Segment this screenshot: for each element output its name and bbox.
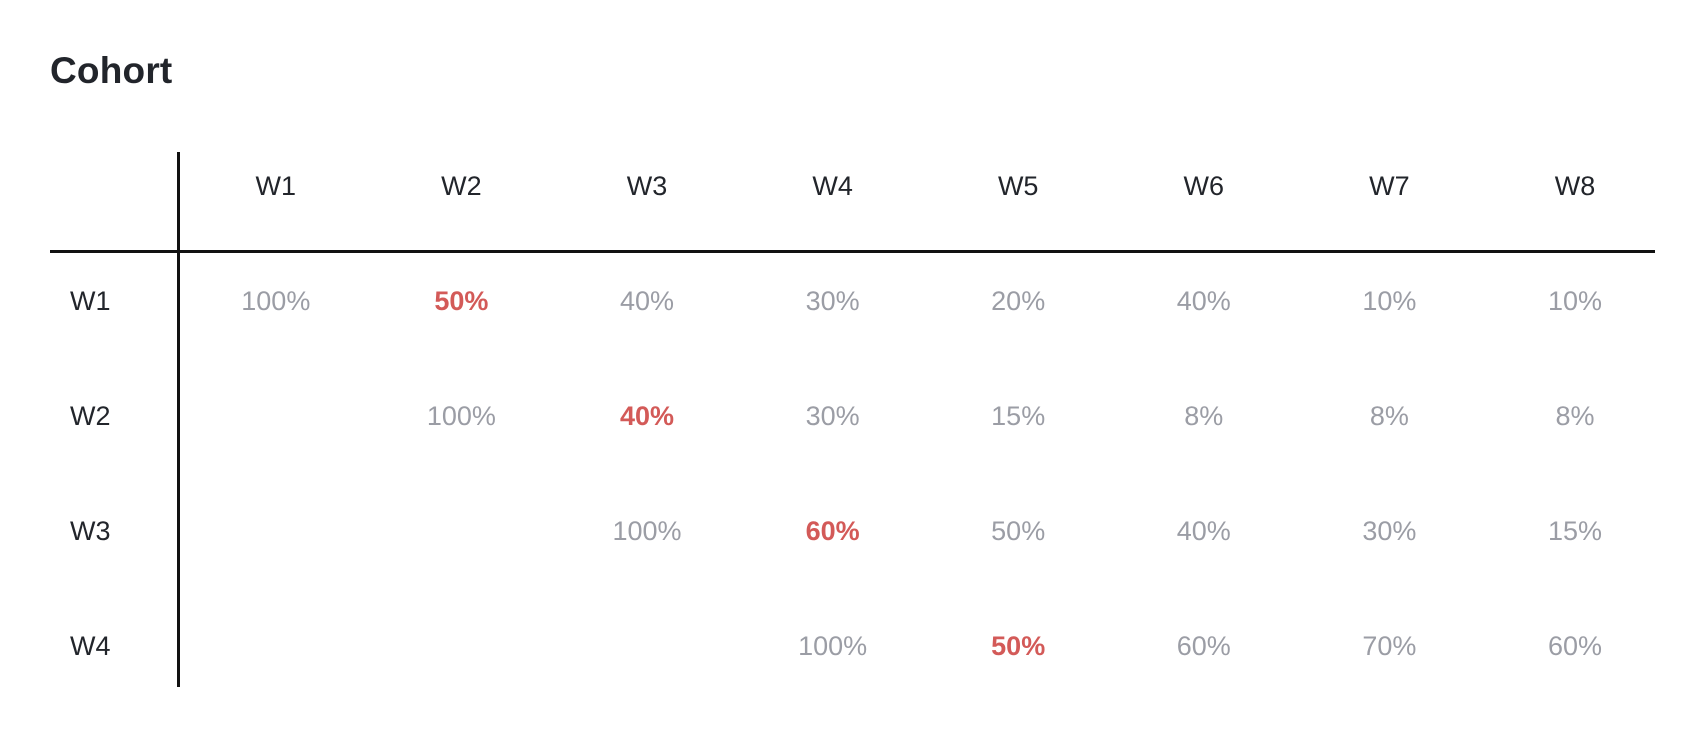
- cohort-cell: 70%: [1362, 631, 1417, 661]
- cohort-cell: 8%: [1555, 401, 1595, 431]
- cohort-cell: 100%: [241, 286, 311, 316]
- column-header: W1: [255, 171, 297, 201]
- cohort-cell: 60%: [805, 516, 860, 546]
- column-header: W3: [626, 171, 668, 201]
- column-header-divider: [50, 250, 1655, 253]
- column-header: W7: [1369, 171, 1410, 201]
- cohort-cell: 60%: [1176, 631, 1231, 661]
- cohort-cell: 30%: [805, 401, 860, 431]
- column-header: W5: [997, 171, 1039, 201]
- cohort-cell: 10%: [1362, 286, 1417, 316]
- cohort-cell: 40%: [1176, 286, 1231, 316]
- column-header: W8: [1554, 171, 1596, 201]
- column-header: W4: [812, 171, 853, 201]
- cohort-cell: 100%: [612, 516, 682, 546]
- page-title: Cohort: [50, 50, 173, 91]
- cohort-cell: 50%: [434, 286, 489, 316]
- cohort-cell: 50%: [991, 631, 1046, 661]
- cohort-cell: 40%: [619, 401, 675, 431]
- cohort-cell: 15%: [991, 401, 1046, 431]
- cohort-cell: 50%: [991, 516, 1046, 546]
- cohort-cell: 30%: [805, 286, 860, 316]
- cohort-cell: 15%: [1547, 516, 1603, 546]
- column-header: W2: [441, 171, 482, 201]
- cohort-cell: 40%: [1176, 516, 1231, 546]
- cohort-cell: 30%: [1362, 516, 1417, 546]
- cohort-cell: 8%: [1184, 401, 1224, 431]
- row-header: W2: [70, 401, 111, 431]
- cohort-cell: 10%: [1547, 286, 1603, 316]
- cohort-cell: 20%: [991, 286, 1046, 316]
- row-header: W1: [70, 286, 111, 316]
- cohort-cell: 60%: [1547, 631, 1603, 661]
- cohort-cell: 100%: [798, 631, 868, 661]
- cohort-cell: 100%: [426, 401, 496, 431]
- cohort-cell: 40%: [619, 286, 675, 316]
- row-header-divider: [177, 152, 180, 687]
- row-header: W3: [70, 516, 111, 546]
- cohort-cell: 8%: [1369, 401, 1409, 431]
- column-header: W6: [1183, 171, 1225, 201]
- row-header: W4: [70, 631, 111, 661]
